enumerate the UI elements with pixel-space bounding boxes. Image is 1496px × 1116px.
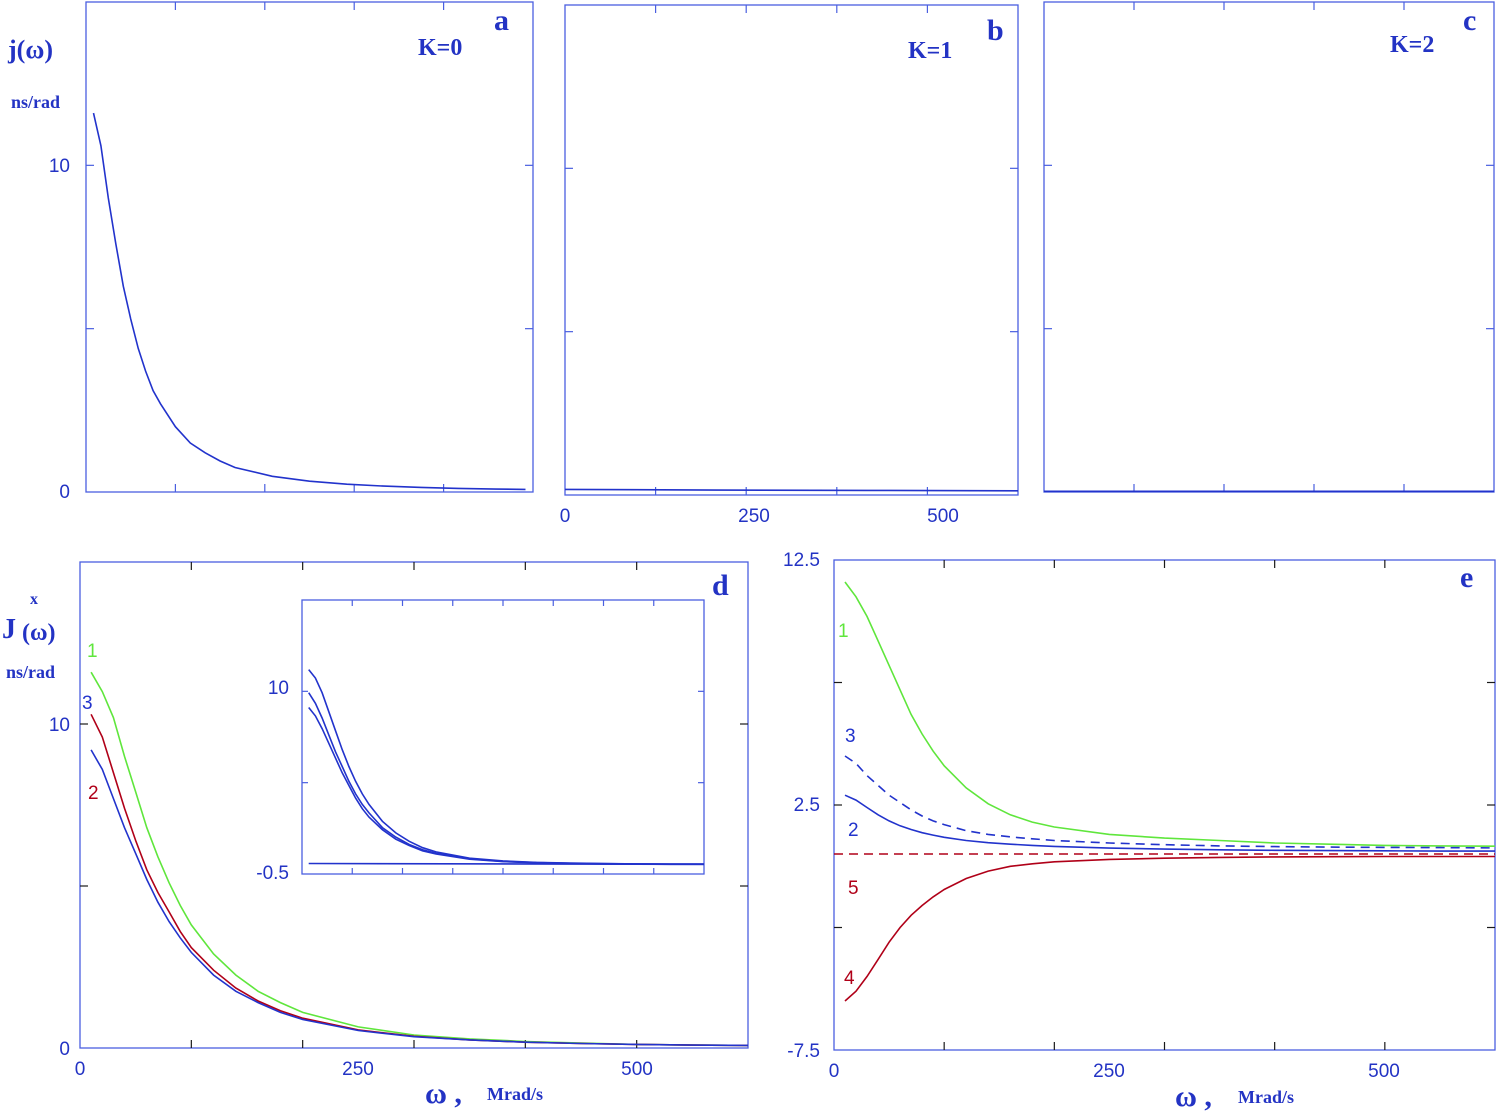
panel-e-series-label-5: 5 (848, 878, 859, 899)
panel-b-ticks (565, 5, 1018, 495)
inset-ticks (302, 600, 704, 874)
panel-b-xtick-0: 0 (560, 506, 571, 527)
panel-e-ytick-2-5: 2.5 (794, 795, 820, 816)
panel-e-letter: e (1460, 561, 1473, 594)
panel-a-ylabel: j(ω) (7, 35, 53, 64)
panel-c: c K=2 (1043, 1, 1495, 493)
panel-a-frame (85, 1, 534, 493)
panel-e-series (834, 581, 1496, 1002)
inset-ytick-10: 10 (268, 678, 289, 699)
panel-a-yunit: ns/rad (11, 92, 60, 112)
panel-e-xtick-0: 0 (829, 1061, 840, 1082)
inset-frame (301, 599, 705, 875)
panel-e-ticks (834, 560, 1495, 1050)
panel-e-series-3-line (844, 755, 1496, 849)
panel-e-series-label-2: 2 (848, 820, 859, 841)
panel-e-series-label-3: 3 (845, 726, 856, 747)
panel-d-series (90, 671, 749, 1047)
panel-c-frame (1043, 1, 1495, 493)
panel-a-ytick-10: 10 (49, 156, 70, 177)
panel-a-series-1-line (92, 112, 526, 491)
panel-d-ylabel-arg: (ω) (22, 620, 56, 646)
panel-d-ytick-10: 10 (49, 715, 70, 736)
panel-d-yunit: ns/rad (6, 662, 55, 682)
panel-d-xlabel: ω , (425, 1077, 462, 1110)
panel-b-annotation: K=1 (908, 38, 952, 64)
panel-c-ticks (1044, 2, 1494, 492)
panel-e-xunit: Mrad/s (1238, 1087, 1294, 1107)
panel-d-series-label-3: 3 (82, 693, 93, 714)
panel-d-ytick-0: 0 (59, 1039, 70, 1060)
panel-d-xtick-0: 0 (75, 1059, 86, 1080)
panel-a-letter: a (494, 4, 509, 37)
panel-d-xtick-250: 250 (342, 1059, 374, 1080)
panel-d-series-label-1: 1 (87, 641, 98, 662)
panel-e-series-2-line (844, 794, 1495, 852)
inset-series-4-line (308, 862, 705, 866)
panel-e-series-1-line (844, 581, 1496, 847)
panel-a-ticks (86, 2, 533, 492)
panel-b-series-1-line (564, 488, 1019, 492)
panel-e-ytick-neg-7-5: -7.5 (787, 1041, 820, 1062)
panel-a-ytick-0: 0 (59, 482, 70, 503)
panel-e: e 12.5 2.5 -7.5 0 250 500 ω , Mrad/s 1 3… (783, 550, 1496, 1113)
inset-ytick-neg: -0.5 (256, 863, 289, 884)
panel-d-letter: d (712, 569, 729, 602)
panel-b-xtick-500: 500 (927, 506, 959, 527)
panel-b-series (564, 488, 1019, 492)
inset-series (308, 669, 705, 866)
panel-e-series-label-4: 4 (844, 968, 855, 989)
panel-d-series-3-line (90, 749, 749, 1047)
panel-d: d 10 0 0 250 500 J x (ω) ns/rad ω , Mrad… (2, 561, 749, 1110)
panel-d-ylabel-sup: x (30, 591, 38, 608)
panel-e-xlabel: ω , (1175, 1080, 1212, 1113)
panel-d-series-label-2: 2 (88, 783, 99, 804)
panel-d-inset: 10 -0.5 (256, 599, 705, 884)
panel-e-xtick-250: 250 (1093, 1061, 1125, 1082)
panel-e-xtick-500: 500 (1368, 1061, 1400, 1082)
panel-b-xtick-250: 250 (738, 506, 770, 527)
panel-a: a K=0 10 0 j(ω) ns/rad (7, 1, 534, 503)
panel-a-series (92, 112, 526, 491)
panel-d-xtick-500: 500 (621, 1059, 653, 1080)
panel-a-annotation: K=0 (418, 35, 462, 61)
panel-d-xunit: Mrad/s (487, 1084, 543, 1104)
panel-b: b K=1 0 250 500 (560, 4, 1019, 527)
panel-e-series-label-1: 1 (838, 621, 849, 642)
panel-c-letter: c (1463, 4, 1476, 37)
panel-e-ytick-12-5: 12.5 (783, 550, 820, 571)
panel-b-frame (564, 4, 1019, 496)
panel-b-letter: b (987, 14, 1004, 47)
panel-c-annotation: K=2 (1390, 32, 1434, 58)
panel-e-series-4-line (844, 855, 1495, 1002)
panel-e-frame (833, 559, 1496, 1051)
panel-d-ylabel: J (2, 614, 16, 645)
